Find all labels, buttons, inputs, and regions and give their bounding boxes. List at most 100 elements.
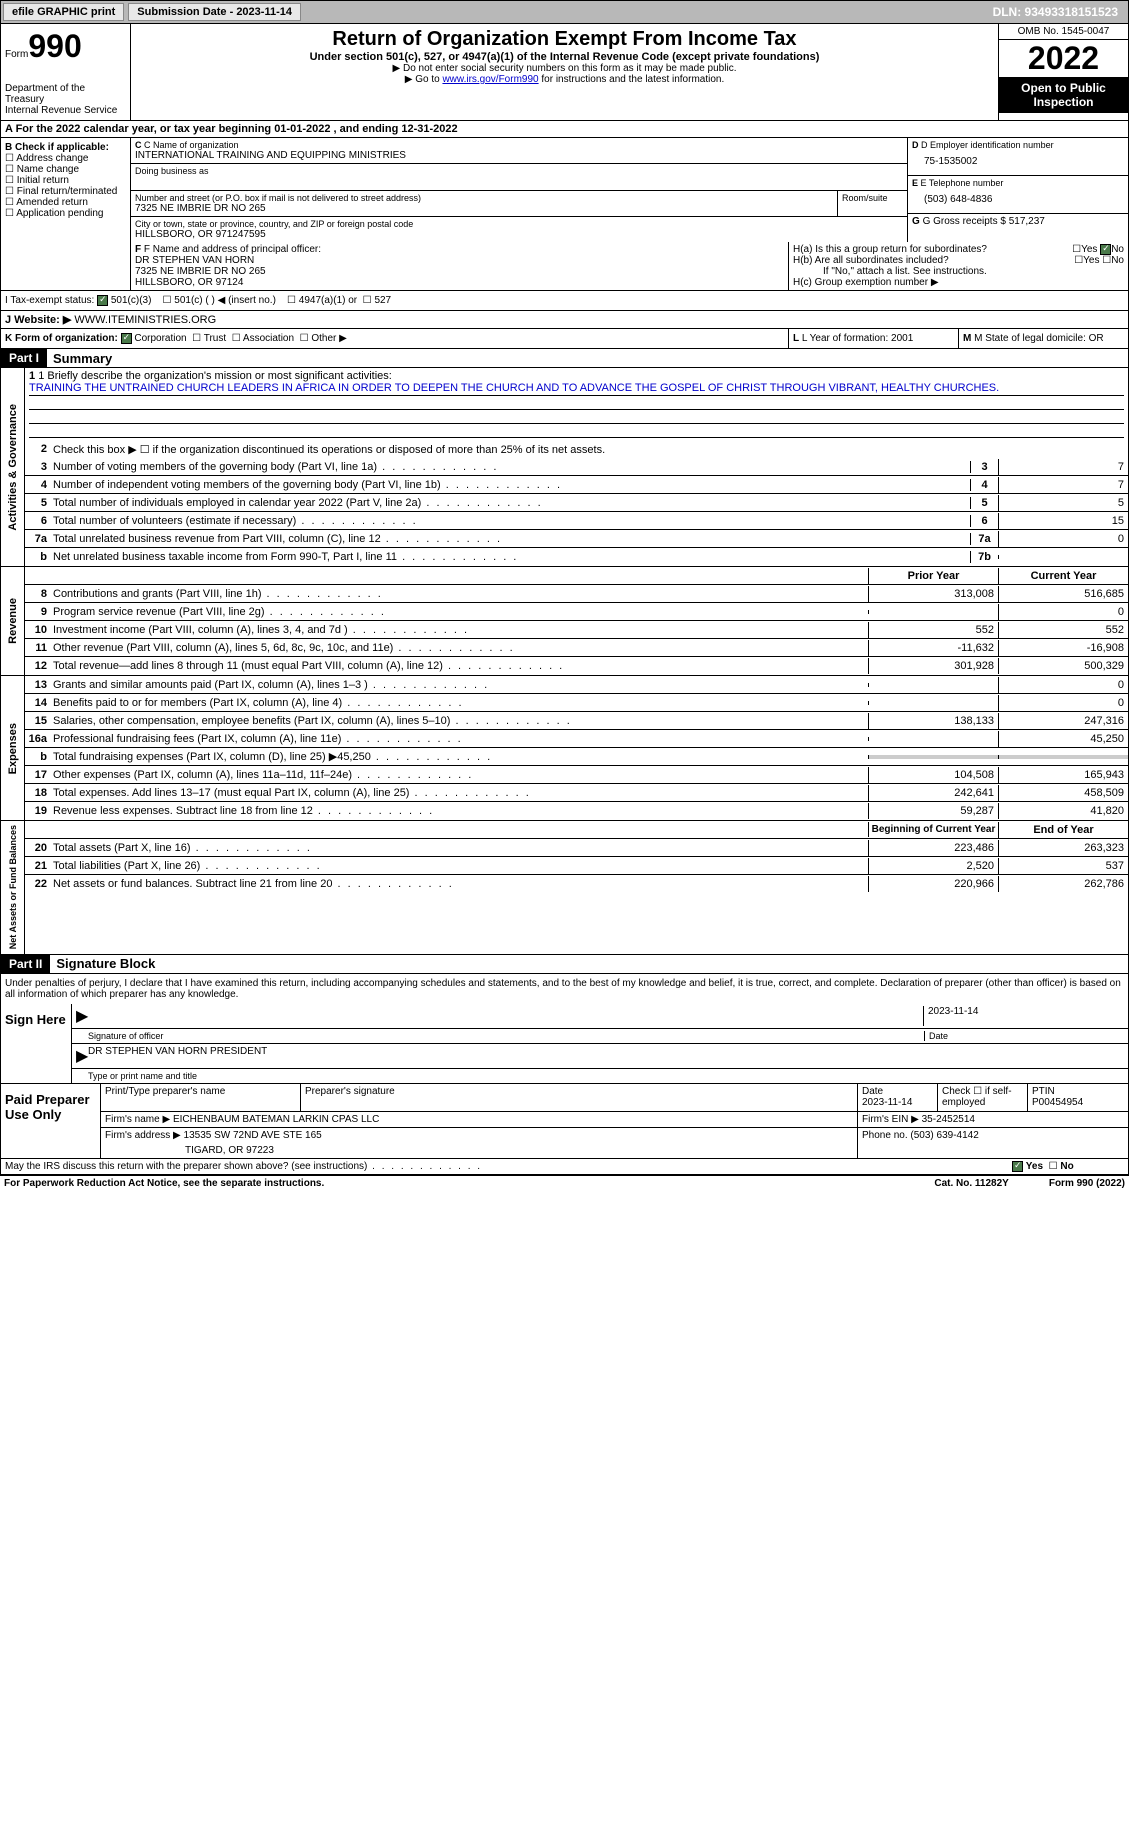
summary-line-3: 3Number of voting members of the governi… [25,458,1128,476]
mission-text: TRAINING THE UNTRAINED CHURCH LEADERS IN… [29,382,1124,396]
end-year-hdr: End of Year [998,822,1128,838]
501c3-checkbox[interactable] [97,295,108,306]
cat-no: Cat. No. 11282Y [934,1178,1008,1189]
sig-date: 2023-11-14 [924,1006,1124,1026]
paid-preparer-label: Paid Preparer Use Only [1,1084,101,1158]
summary-line-11: 11Other revenue (Part VIII, column (A), … [25,639,1128,657]
officer-addr2: HILLSBORO, OR 97124 [135,277,784,288]
summary-line-b: bTotal fundraising expenses (Part IX, co… [25,748,1128,766]
mission-label: 1 1 Briefly describe the organization's … [29,370,1124,382]
summary-line-21: 21Total liabilities (Part X, line 26)2,5… [25,857,1128,875]
summary-line-19: 19Revenue less expenses. Subtract line 1… [25,802,1128,820]
section-j: J Website: ▶ WWW.ITEMINISTRIES.ORG [0,311,1129,329]
summary-line-10: 10Investment income (Part VIII, column (… [25,621,1128,639]
officer-name: DR STEPHEN VAN HORN [135,255,784,266]
phone-value: (503) 648-4836 [912,188,1124,211]
checkbox-name-change[interactable]: ☐ Name change [5,164,126,175]
city-label: City or town, state or province, country… [135,219,903,229]
side-revenue: Revenue [5,594,21,648]
summary-line-5: 5Total number of individuals employed in… [25,494,1128,512]
room-label: Room/suite [842,193,903,203]
current-year-hdr: Current Year [998,568,1128,584]
form-number: 990 [28,28,81,64]
h-a-no-checkbox[interactable] [1100,244,1111,255]
arrow-icon: ▶ [76,1006,88,1026]
expenses-section: Expenses 13Grants and similar amounts pa… [0,676,1129,821]
side-ag: Activities & Governance [5,400,21,535]
summary-line-14: 14Benefits paid to or for members (Part … [25,694,1128,712]
side-netassets: Net Assets or Fund Balances [6,821,20,953]
name-title-label: Type or print name and title [88,1071,197,1081]
efile-print-button[interactable]: efile GRAPHIC print [3,3,124,21]
firm-addr1: 13535 SW 72ND AVE STE 165 [184,1130,322,1141]
summary-line-20: 20Total assets (Part X, line 16)223,4862… [25,839,1128,857]
form-subtitle: Under section 501(c), 527, or 4947(a)(1)… [135,51,994,63]
officer-name-title: DR STEPHEN VAN HORN PRESIDENT [88,1046,267,1066]
phone-label: E E Telephone number [912,178,1124,188]
row-a-calendar: A For the 2022 calendar year, or tax yea… [0,121,1129,138]
website-label: J Website: ▶ [5,314,71,326]
summary-line-15: 15Salaries, other compensation, employee… [25,712,1128,730]
checkbox-application-pending[interactable]: ☐ Application pending [5,208,126,219]
revenue-section: Revenue Prior YearCurrent Year 8Contribu… [0,567,1129,676]
summary-line-4: 4Number of independent voting members of… [25,476,1128,494]
firm-phone: (503) 639-4142 [910,1130,978,1141]
prior-year-hdr: Prior Year [868,568,998,584]
dln-label: DLN: 93493318151523 [993,5,1126,19]
form-org-label: K Form of organization: [5,333,118,344]
form-label: Form [5,49,28,60]
firm-name: EICHENBAUM BATEMAN LARKIN CPAS LLC [173,1114,379,1125]
h-b-label: H(b) Are all subordinates included? [793,255,1074,266]
arrow-icon: ▶ [76,1046,88,1066]
gross-receipts-label: G G Gross receipts $ [912,216,1009,227]
topbar: efile GRAPHIC print Submission Date - 20… [0,0,1129,24]
prep-date: 2023-11-14 [862,1097,933,1108]
section-klm: K Form of organization: Corporation ☐ Tr… [0,329,1129,349]
declaration-text: Under penalties of perjury, I declare th… [0,974,1129,1004]
note-ssn: ▶ Do not enter social security numbers o… [135,63,994,74]
summary-line-17: 17Other expenses (Part IX, column (A), l… [25,766,1128,784]
h-c-label: H(c) Group exemption number ▶ [793,277,1124,288]
dba-label: Doing business as [135,166,903,176]
page-footer: For Paperwork Reduction Act Notice, see … [0,1175,1129,1191]
firm-ein: 35-2452514 [922,1114,975,1125]
sig-officer-label: Signature of officer [88,1031,924,1041]
summary-line-b: bNet unrelated business taxable income f… [25,548,1128,566]
open-inspection: Open to Public Inspection [999,77,1128,113]
form-ref: Form 990 (2022) [1049,1178,1125,1189]
ein-value: 75-1535002 [912,150,1124,173]
form-header: Form990 Department of the Treasury Inter… [0,24,1129,121]
summary-line-22: 22Net assets or fund balances. Subtract … [25,875,1128,893]
ein-label: D D Employer identification number [912,140,1124,150]
summary-line-13: 13Grants and similar amounts paid (Part … [25,676,1128,694]
begin-year-hdr: Beginning of Current Year [868,822,998,837]
street-address: 7325 NE IMBRIE DR NO 265 [135,203,833,214]
summary-line-8: 8Contributions and grants (Part VIII, li… [25,585,1128,603]
submission-date-button[interactable]: Submission Date - 2023-11-14 [128,3,301,21]
year-formation: 2001 [891,333,913,344]
irs-link[interactable]: www.irs.gov/Form990 [442,74,538,85]
discuss-row: May the IRS discuss this return with the… [0,1159,1129,1175]
omb-number: OMB No. 1545-0047 [999,24,1128,40]
ptin-value: P00454954 [1032,1097,1124,1108]
checkbox-amended-return[interactable]: ☐ Amended return [5,197,126,208]
dba-value [135,176,903,188]
activities-governance-section: Activities & Governance 1 1 Briefly desc… [0,368,1129,567]
corp-checkbox[interactable] [121,333,132,344]
website-value: WWW.ITEMINISTRIES.ORG [74,314,216,326]
discuss-yes-checkbox[interactable] [1012,1161,1023,1172]
sign-here-label: Sign Here [1,1004,71,1083]
section-b-through-g: B Check if applicable: ☐ Address change☐… [0,138,1129,242]
date-label: Date [924,1031,1124,1041]
h-a-label: H(a) Is this a group return for subordin… [793,244,1072,255]
side-expenses: Expenses [5,719,21,778]
note-goto: ▶ Go to www.irs.gov/Form990 for instruct… [135,74,994,85]
paid-preparer-block: Paid Preparer Use Only Print/Type prepar… [0,1084,1129,1159]
checkbox-address-change[interactable]: ☐ Address change [5,153,126,164]
self-employed-check: Check ☐ if self-employed [938,1084,1028,1111]
checkbox-initial-return[interactable]: ☐ Initial return [5,175,126,186]
state-domicile: OR [1089,333,1104,344]
section-f-h: F F Name and address of principal office… [0,242,1129,291]
checkbox-final-return-terminated[interactable]: ☐ Final return/terminated [5,186,126,197]
part1-header: Part I Summary [0,349,1129,368]
